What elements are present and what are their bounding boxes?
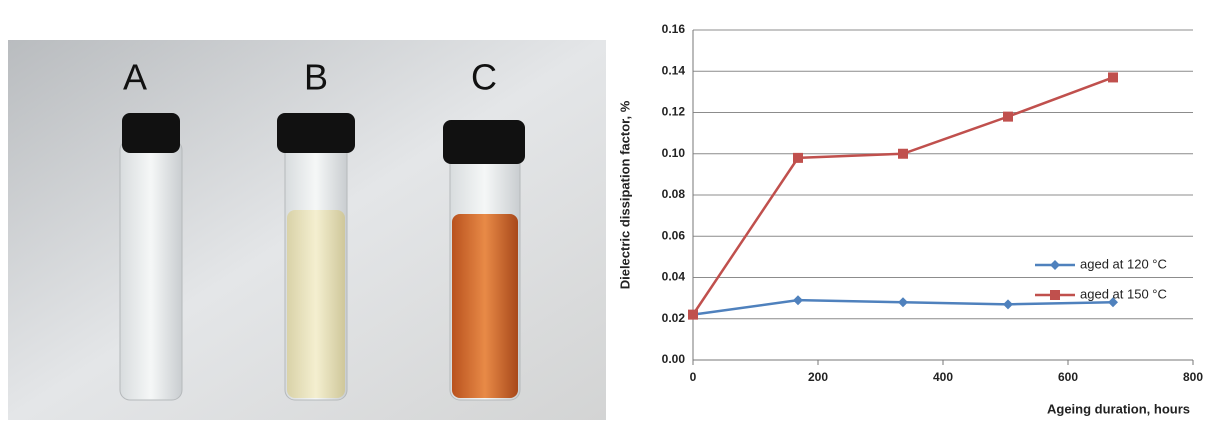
y-tick-label: 0.08 — [662, 187, 686, 201]
marker — [1050, 260, 1060, 270]
y-tick-label: 0.04 — [662, 270, 686, 284]
x-axis-title: Ageing duration, hours — [1047, 401, 1190, 416]
legend-label: aged at 120 °C — [1080, 256, 1167, 271]
vial-cap — [277, 113, 355, 153]
marker — [1050, 290, 1060, 300]
x-tick-label: 0 — [690, 370, 697, 384]
marker — [793, 295, 803, 306]
vial-cap — [443, 120, 525, 164]
legend-label: aged at 150 °C — [1080, 286, 1167, 301]
y-axis-title: Dielectric dissipation factor, % — [617, 100, 632, 289]
x-tick-label: 600 — [1058, 370, 1078, 384]
marker — [1108, 297, 1118, 308]
marker — [898, 297, 908, 308]
x-tick-label: 800 — [1183, 370, 1203, 384]
vial-label: A — [123, 57, 147, 98]
marker — [1003, 299, 1013, 310]
y-tick-label: 0.06 — [662, 228, 686, 242]
marker — [898, 148, 908, 159]
vial — [119, 139, 183, 401]
vial-cap — [122, 113, 180, 153]
vial-liquid — [452, 214, 518, 398]
vial-label: B — [304, 57, 328, 98]
x-tick-label: 200 — [808, 370, 828, 384]
y-tick-label: 0.16 — [662, 22, 686, 36]
vial-liquid — [287, 210, 345, 398]
marker — [688, 309, 698, 320]
marker — [793, 152, 803, 163]
y-tick-label: 0.10 — [662, 146, 686, 160]
vial-label: C — [471, 57, 497, 98]
y-tick-label: 0.12 — [662, 105, 686, 119]
marker — [1108, 72, 1118, 83]
marker — [1003, 111, 1013, 122]
x-tick-label: 400 — [933, 370, 953, 384]
y-tick-label: 0.02 — [662, 311, 686, 325]
series-line — [691, 76, 1114, 316]
y-tick-label: 0.14 — [662, 63, 686, 77]
photo: A B C — [8, 40, 606, 420]
y-tick-label: 0.00 — [662, 352, 686, 366]
